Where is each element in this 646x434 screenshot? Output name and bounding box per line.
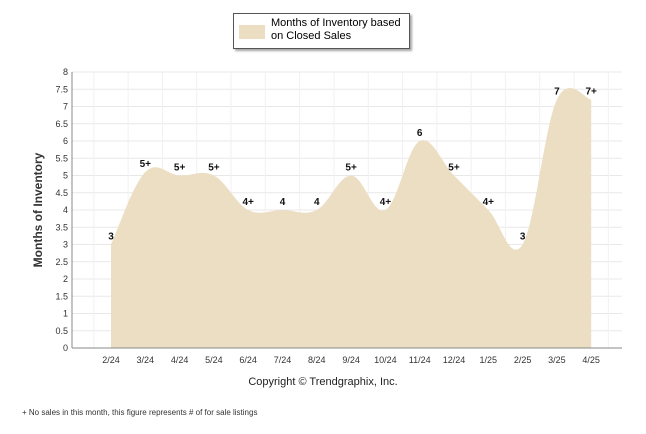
data-label: 5+ bbox=[345, 163, 357, 174]
data-label: 5+ bbox=[140, 159, 152, 170]
y-tick-label: 1 bbox=[63, 309, 68, 319]
legend-label: Months of Inventory based on Closed Sale… bbox=[271, 17, 401, 42]
y-tick-label: 3.5 bbox=[55, 222, 68, 232]
x-tick-label: 5/24 bbox=[205, 355, 223, 365]
y-tick-label: 2.5 bbox=[55, 257, 68, 267]
x-tick-label: 4/25 bbox=[582, 355, 600, 365]
y-tick-label: 0 bbox=[63, 343, 68, 353]
x-tick-label: 10/24 bbox=[374, 355, 397, 365]
data-label: 5+ bbox=[174, 163, 186, 174]
x-tick-label: 2/24 bbox=[102, 355, 120, 365]
x-tick-label: 12/24 bbox=[443, 355, 466, 365]
data-label: 7 bbox=[554, 87, 560, 98]
data-label: 4+ bbox=[483, 197, 495, 208]
x-tick-label: 4/24 bbox=[171, 355, 189, 365]
y-tick-label: 6 bbox=[63, 136, 68, 146]
x-tick-label: 6/24 bbox=[239, 355, 257, 365]
series-area bbox=[111, 88, 592, 348]
data-label: 3 bbox=[520, 232, 526, 243]
y-tick-label: 7.5 bbox=[55, 84, 68, 94]
y-tick-label: 4.5 bbox=[55, 188, 68, 198]
x-tick-label: 3/24 bbox=[137, 355, 155, 365]
y-tick-label: 4 bbox=[63, 205, 68, 215]
x-tick-label: 8/24 bbox=[308, 355, 326, 365]
y-tick-label: 6.5 bbox=[55, 119, 68, 129]
y-tick-label: 1.5 bbox=[55, 291, 68, 301]
data-label: 3 bbox=[108, 232, 114, 243]
x-tick-label: 7/24 bbox=[274, 355, 292, 365]
data-label: 4+ bbox=[242, 197, 254, 208]
footnote-text: + No sales in this month, this figure re… bbox=[22, 408, 258, 417]
data-label: 5+ bbox=[448, 163, 460, 174]
legend: Months of Inventory based on Closed Sale… bbox=[233, 13, 410, 49]
data-label: 4 bbox=[280, 197, 286, 208]
data-label: 4+ bbox=[380, 197, 392, 208]
data-label: 5+ bbox=[208, 163, 220, 174]
x-tick-label: 9/24 bbox=[342, 355, 360, 365]
y-tick-label: 0.5 bbox=[55, 326, 68, 336]
y-tick-label: 5 bbox=[63, 171, 68, 181]
copyright-text: Copyright © Trendgraphix, Inc. bbox=[248, 376, 398, 388]
legend-swatch bbox=[239, 25, 265, 39]
y-tick-label: 3 bbox=[63, 240, 68, 250]
y-tick-label: 5.5 bbox=[55, 153, 68, 163]
data-label: 6 bbox=[417, 128, 423, 139]
x-tick-label: 2/25 bbox=[514, 355, 532, 365]
y-axis-title: Months of Inventory bbox=[31, 152, 45, 267]
data-label: 7+ bbox=[585, 87, 597, 98]
y-tick-label: 8 bbox=[63, 67, 68, 77]
y-tick-label: 2 bbox=[63, 274, 68, 284]
x-tick-label: 3/25 bbox=[548, 355, 566, 365]
y-tick-label: 7 bbox=[63, 102, 68, 112]
x-tick-label: 11/24 bbox=[409, 355, 431, 365]
data-label: 4 bbox=[314, 197, 320, 208]
x-tick-label: 1/25 bbox=[480, 355, 498, 365]
